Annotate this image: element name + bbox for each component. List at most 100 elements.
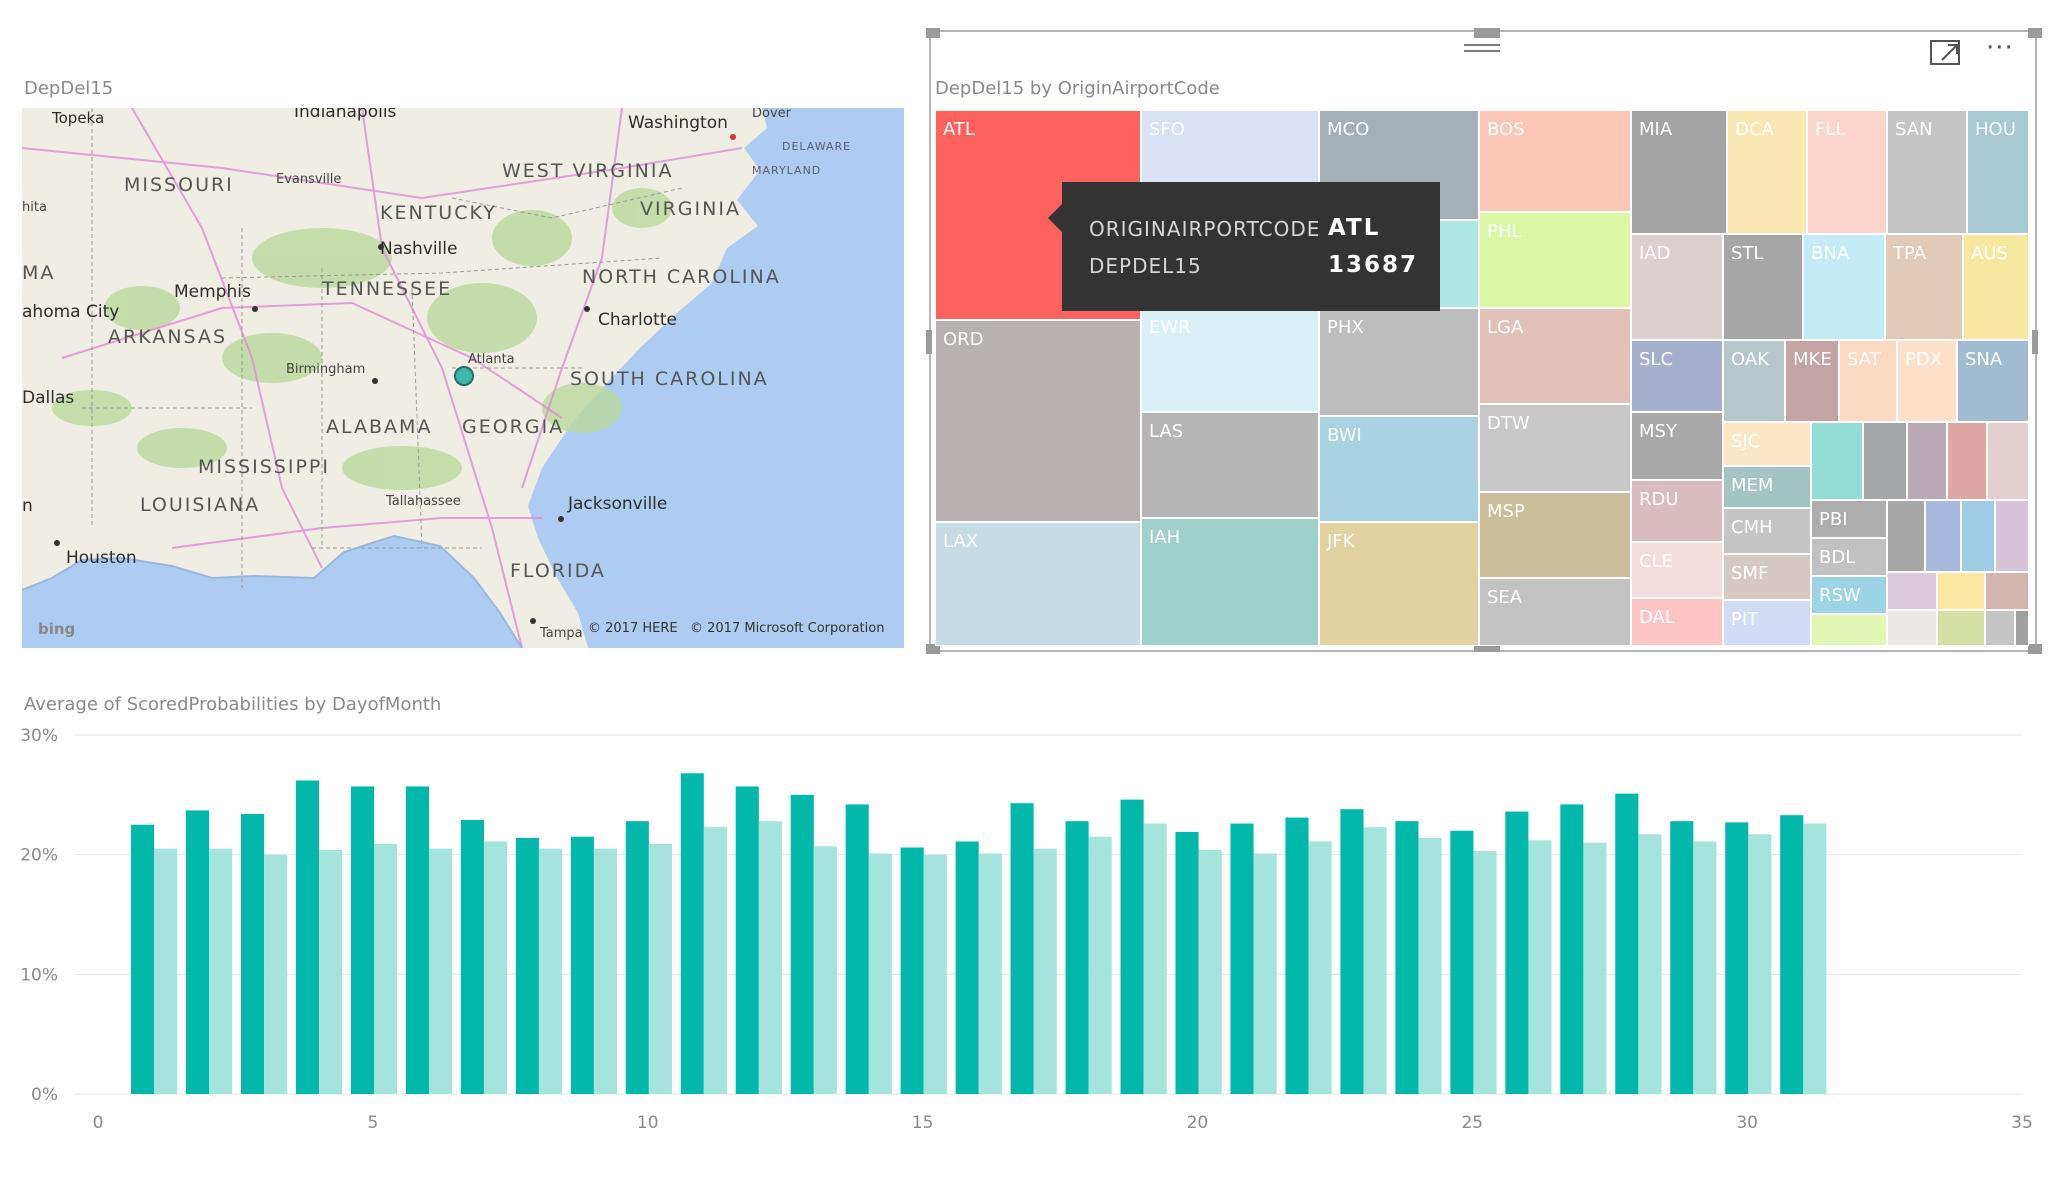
treemap-cell[interactable] <box>1811 614 1887 646</box>
bar[interactable] <box>978 853 1002 1094</box>
bar[interactable] <box>758 821 782 1094</box>
treemap-cell-oak[interactable]: OAK <box>1723 340 1785 422</box>
atlanta-data-bubble[interactable] <box>454 366 474 386</box>
bar[interactable] <box>1670 821 1694 1094</box>
treemap-cell[interactable] <box>1887 500 1925 572</box>
treemap-cell-slc[interactable]: SLC <box>1631 340 1723 412</box>
treemap-cell-mke[interactable]: MKE <box>1785 340 1839 422</box>
bar[interactable] <box>295 780 320 1094</box>
bar[interactable] <box>1395 821 1419 1094</box>
treemap-cell-stl[interactable]: STL <box>1723 234 1803 340</box>
bar[interactable] <box>186 810 210 1094</box>
bar[interactable] <box>790 794 814 1094</box>
bar[interactable] <box>1230 823 1254 1094</box>
resize-handle[interactable] <box>926 330 932 354</box>
bar[interactable] <box>648 843 672 1094</box>
bar[interactable] <box>1010 803 1034 1094</box>
resize-handle[interactable] <box>2028 28 2042 38</box>
bar[interactable] <box>1088 836 1112 1094</box>
resize-handle[interactable] <box>926 28 940 38</box>
treemap-cell-mia[interactable]: MIA <box>1631 110 1727 234</box>
bar[interactable] <box>1340 809 1364 1094</box>
resize-handle[interactable] <box>1474 28 1500 38</box>
bar[interactable] <box>154 848 178 1094</box>
treemap-cell-iah[interactable]: IAH <box>1141 518 1319 646</box>
resize-handle[interactable] <box>2028 644 2042 654</box>
treemap-cell-san[interactable]: SAN <box>1887 110 1967 234</box>
treemap-cell[interactable] <box>1937 610 1985 646</box>
treemap-cell-fll[interactable]: FLL <box>1807 110 1887 234</box>
bar[interactable] <box>460 819 484 1094</box>
bar[interactable] <box>625 821 649 1094</box>
bar[interactable] <box>845 804 869 1094</box>
bar[interactable] <box>1143 823 1167 1094</box>
treemap-cell[interactable] <box>1863 422 1907 500</box>
bar[interactable] <box>923 854 947 1094</box>
bar[interactable] <box>240 813 265 1094</box>
treemap-cell[interactable] <box>1987 422 2029 500</box>
treemap-cell[interactable] <box>1985 572 2029 610</box>
treemap-cell[interactable] <box>1995 500 2029 572</box>
bar[interactable] <box>1615 793 1639 1094</box>
treemap-cell-las[interactable]: LAS <box>1141 412 1319 518</box>
bar[interactable] <box>1418 837 1442 1094</box>
bar[interactable] <box>1560 804 1584 1094</box>
resize-handle[interactable] <box>2032 330 2038 354</box>
bar[interactable] <box>680 773 704 1094</box>
bar[interactable] <box>1363 827 1387 1094</box>
bar[interactable] <box>1505 811 1529 1094</box>
treemap-cell[interactable] <box>1925 500 1961 572</box>
treemap-cell-tpa[interactable]: TPA <box>1885 234 1963 340</box>
treemap-cell-mem[interactable]: MEM <box>1723 466 1811 508</box>
bar[interactable] <box>374 843 398 1094</box>
resize-handle[interactable] <box>926 644 940 654</box>
treemap-cell-sat[interactable]: SAT <box>1839 340 1897 422</box>
more-options-icon[interactable]: ··· <box>1986 33 2014 63</box>
treemap-cell-rsw[interactable]: RSW <box>1811 576 1887 614</box>
bar[interactable] <box>1065 821 1089 1094</box>
bar[interactable] <box>350 786 375 1094</box>
treemap-cell-iad[interactable]: IAD <box>1631 234 1723 340</box>
treemap-cell-bwi[interactable]: BWI <box>1319 416 1479 522</box>
bar[interactable] <box>1473 851 1497 1094</box>
treemap-cell[interactable] <box>1947 422 1987 500</box>
treemap-cell[interactable] <box>1907 422 1947 500</box>
bar[interactable] <box>1780 815 1804 1094</box>
bar[interactable] <box>1033 848 1057 1094</box>
treemap-cell-pbi[interactable]: PBI <box>1811 500 1887 538</box>
resize-handle[interactable] <box>1474 646 1500 652</box>
map-visual[interactable]: MISSOURI KENTUCKY WEST VIRGINIA VIRGINIA… <box>22 108 904 648</box>
drag-grip-icon[interactable] <box>1464 44 1500 56</box>
bar[interactable] <box>735 786 759 1094</box>
bar[interactable] <box>1120 799 1144 1094</box>
bar[interactable] <box>703 827 727 1094</box>
bar[interactable] <box>1725 822 1749 1094</box>
bar[interactable] <box>1583 842 1607 1094</box>
treemap-cell-cle[interactable]: CLE <box>1631 542 1723 598</box>
treemap-cell-cmh[interactable]: CMH <box>1723 508 1811 554</box>
bar[interactable] <box>538 848 563 1094</box>
bar[interactable] <box>428 848 453 1094</box>
bar[interactable] <box>955 841 979 1094</box>
treemap-cell-hou[interactable]: HOU <box>1967 110 2029 234</box>
treemap-cell-sea[interactable]: SEA <box>1479 578 1631 646</box>
treemap-cell-lga[interactable]: LGA <box>1479 308 1631 404</box>
bar[interactable] <box>264 854 288 1094</box>
treemap-cell-msy[interactable]: MSY <box>1631 412 1723 480</box>
bar[interactable] <box>1253 853 1277 1094</box>
treemap-cell-bdl[interactable]: BDL <box>1811 538 1887 576</box>
treemap-cell-bna[interactable]: BNA <box>1803 234 1885 340</box>
treemap-cell[interactable] <box>1811 422 1863 500</box>
treemap-cell-dca[interactable]: DCA <box>1727 110 1807 234</box>
bar[interactable] <box>319 849 343 1094</box>
bar[interactable] <box>1638 834 1662 1094</box>
bar[interactable] <box>1528 840 1552 1094</box>
bar[interactable] <box>900 847 924 1094</box>
treemap-cell-phx[interactable]: PHX <box>1319 308 1479 416</box>
treemap-cell-pdx[interactable]: PDX <box>1897 340 1957 422</box>
bar[interactable] <box>1748 834 1772 1094</box>
treemap-cell-bos[interactable]: BOS <box>1479 110 1631 212</box>
bar[interactable] <box>209 848 233 1094</box>
bar[interactable] <box>868 853 892 1094</box>
treemap-cell-rdu[interactable]: RDU <box>1631 480 1723 542</box>
